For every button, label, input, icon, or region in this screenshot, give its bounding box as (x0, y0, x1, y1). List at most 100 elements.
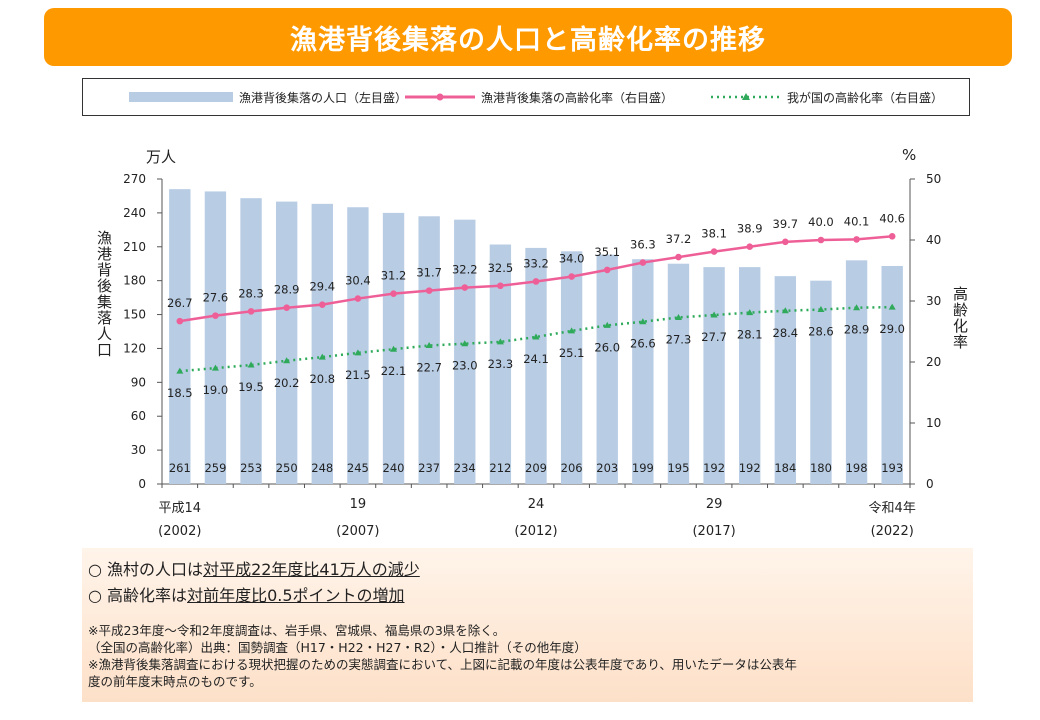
legend-label-aging-village: 漁港背後集落の高齢化率（右目盛） (481, 90, 674, 105)
left-tick-label: 210 (123, 240, 146, 254)
data-label-aging-national: 20.2 (274, 376, 300, 390)
point-aging-national (532, 333, 540, 340)
data-label-aging-national: 19.5 (238, 380, 264, 394)
point-aging-national (211, 364, 219, 371)
data-label-aging-village: 31.7 (416, 266, 442, 280)
data-label-aging-village: 38.1 (701, 227, 727, 241)
bar-population (454, 219, 476, 484)
data-label-aging-village: 40.6 (879, 211, 905, 225)
left-tick-label: 150 (123, 308, 146, 322)
data-label-aging-national: 23.0 (452, 359, 478, 373)
legend-label-population: 漁港背後集落の人口（左目盛） (239, 90, 408, 105)
point-aging-national (781, 307, 789, 314)
left-tick-label: 90 (131, 375, 146, 389)
data-label-aging-national: 29.0 (879, 322, 905, 336)
data-label-aging-village: 29.4 (309, 280, 335, 294)
bar-data-label: 180 (810, 461, 832, 475)
chart-title: 漁港背後集落の人口と高齢化率の推移 (290, 24, 766, 56)
point-aging-national (390, 345, 398, 352)
data-label-aging-national: 26.0 (594, 340, 620, 354)
point-aging-national (888, 303, 896, 310)
point-aging-village (532, 278, 540, 285)
data-label-aging-national: 27.7 (701, 330, 727, 344)
data-label-aging-national: 23.3 (488, 357, 514, 371)
data-label-aging-national: 26.6 (630, 337, 656, 351)
left-tick-label: 0 (138, 477, 146, 491)
point-aging-national (674, 313, 682, 320)
legend: 漁港背後集落の人口（左目盛） 漁港背後集落の高齢化率（右目盛） 我が国の高齢化率… (82, 78, 970, 116)
left-axis-unit: 万人 (146, 148, 177, 166)
point-aging-national (639, 318, 647, 325)
legend-label-aging-national: 我が国の高齢化率（右目盛） (787, 90, 944, 105)
bar-population (347, 207, 369, 485)
point-aging-village (888, 233, 896, 240)
legend-item-aging-village: 漁港背後集落の高齢化率（右目盛） (405, 79, 673, 115)
point-aging-national (710, 311, 718, 318)
point-aging-national (853, 304, 861, 311)
left-tick-label: 270 (123, 172, 146, 186)
bar-data-label: 209 (525, 461, 547, 475)
x-tick-year: (2012) (514, 524, 558, 539)
note-line: ※平成23年度～令和2年度調査は、岩手県、宮城県、福島県の3県を除く。 (88, 623, 506, 638)
point-aging-national (247, 361, 255, 368)
x-tick-label: 19 (349, 497, 367, 512)
data-label-aging-village: 38.9 (737, 222, 763, 236)
bar-data-label: 237 (418, 461, 440, 475)
bar-data-label: 203 (596, 461, 618, 475)
point-aging-village (782, 238, 789, 246)
point-aging-national (496, 338, 504, 345)
x-tick-year: (2022) (870, 524, 914, 539)
legend-item-population: 漁港背後集落の人口（左目盛） (129, 79, 407, 115)
bar-population (240, 198, 262, 484)
data-label-aging-village: 28.9 (274, 283, 300, 297)
right-axis-title: 高齢化率 (951, 286, 969, 350)
right-tick-label: 0 (926, 477, 934, 491)
point-aging-village (746, 243, 754, 251)
legend-swatch-village-line (405, 93, 475, 101)
bar-data-label: 259 (204, 461, 226, 475)
point-aging-village (425, 287, 433, 294)
bar-data-label: 234 (454, 461, 476, 475)
point-aging-village (176, 317, 184, 325)
x-tick-label: 24 (527, 497, 545, 512)
data-label-aging-village: 35.1 (594, 245, 620, 259)
bar-data-label: 184 (774, 461, 796, 475)
point-aging-national (176, 367, 184, 374)
data-label-aging-national: 28.6 (808, 325, 834, 339)
bar-data-label: 193 (881, 461, 903, 475)
point-aging-village (710, 248, 718, 255)
title-banner: 漁港背後集落の人口と高齢化率の推移 (44, 8, 1012, 66)
point-aging-village (639, 259, 647, 266)
summary-aging-highlight: 対前年度比0.5ポイントの増加 (187, 586, 405, 605)
left-tick-label: 240 (123, 206, 146, 220)
data-label-aging-village: 40.0 (808, 215, 834, 229)
point-aging-national (283, 357, 291, 364)
data-label-aging-national: 28.9 (844, 323, 870, 337)
data-label-aging-national: 28.4 (773, 326, 799, 340)
summary-population: ○ 漁村の人口は対平成22年度比41万人の減少 (88, 556, 420, 580)
left-axis-title: 漁港背後集落人口 (95, 230, 113, 358)
data-label-aging-national: 22.1 (381, 364, 407, 378)
data-label-aging-national: 28.1 (737, 328, 763, 342)
data-label-aging-village: 37.2 (666, 232, 692, 246)
data-label-aging-village: 39.7 (773, 217, 799, 231)
summary-aging-prefix: ○ 高齢化率は (88, 586, 188, 605)
bar-population (418, 216, 440, 484)
point-aging-village (817, 236, 825, 244)
x-tick-year: (2002) (158, 524, 202, 539)
data-label-aging-village: 33.2 (523, 256, 549, 270)
point-aging-national (318, 353, 326, 360)
point-aging-village (247, 308, 255, 315)
bar-population (774, 276, 797, 484)
bar-data-label: 240 (383, 461, 405, 475)
bar-population (845, 260, 868, 484)
bar-population (881, 265, 903, 484)
bar-population (204, 191, 227, 485)
point-aging-national (817, 306, 825, 313)
legend-item-aging-national: 我が国の高齢化率（右目盛） (711, 79, 943, 115)
right-tick-label: 10 (926, 416, 941, 430)
point-aging-village (390, 290, 397, 297)
left-tick-label: 60 (131, 409, 146, 423)
right-tick-label: 30 (926, 294, 941, 308)
data-label-aging-national: 22.7 (416, 361, 442, 375)
